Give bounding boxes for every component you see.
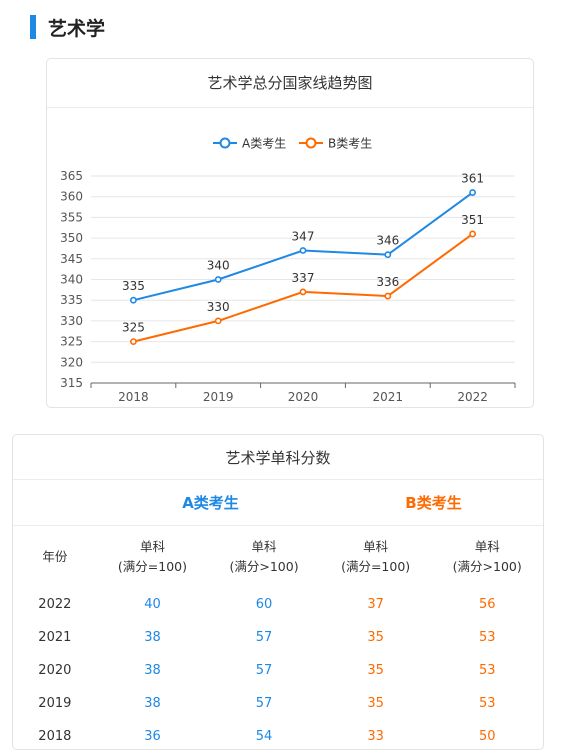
column-header: 单科 (满分>100) xyxy=(431,537,543,577)
table-title: 艺术学单科分数 xyxy=(13,435,543,480)
y-tick-label: 315 xyxy=(60,376,83,390)
group-a-label: A类考生 xyxy=(182,494,239,512)
score-cell: 38 xyxy=(144,663,161,678)
score-cell: 57 xyxy=(255,663,273,678)
column-header: 单科 (满分=100) xyxy=(320,537,432,577)
data-label: 346 xyxy=(376,234,399,248)
year-cell: 2022 xyxy=(38,597,72,612)
score-cell: 60 xyxy=(255,597,273,612)
year-cell: 2020 xyxy=(38,663,72,678)
table-row: 2019 38 57 35 53 xyxy=(13,687,543,720)
data-point xyxy=(469,230,476,238)
score-cell: 54 xyxy=(255,729,273,744)
column-header-line1: 年份 xyxy=(42,549,68,564)
data-label: 351 xyxy=(461,213,484,227)
column-header-line2: (满分=100) xyxy=(341,559,411,574)
year-cell: 2021 xyxy=(38,630,72,645)
section-accent-bar xyxy=(30,15,36,39)
group-header-row: A类考生 B类考生 xyxy=(13,480,543,526)
y-tick-label: 365 xyxy=(60,169,83,183)
y-tick-label: 320 xyxy=(60,355,83,369)
y-tick-label: 340 xyxy=(60,273,83,287)
line-chart: 315 320 325 330 335 340 345 350 355 360 365 2018 201… xyxy=(60,137,516,404)
table-row: 2020 38 57 35 53 xyxy=(13,654,543,687)
data-point xyxy=(469,189,476,196)
chart-card: 艺术学总分国家线趋势图 315 320 325 330 335 340 345 350 355 3… xyxy=(46,58,534,408)
legend-marker xyxy=(219,137,231,149)
year-cell: 2019 xyxy=(38,696,72,711)
column-header: 单科 (满分>100) xyxy=(208,537,320,577)
legend-label: B类考生 xyxy=(328,137,372,151)
score-cell: 53 xyxy=(478,696,496,711)
column-header-line1: 单科 xyxy=(474,539,500,554)
column-header: 年份 xyxy=(13,547,97,567)
year-cell: 2018 xyxy=(38,729,72,744)
score-cell: 37 xyxy=(367,597,384,612)
column-header-line2: (满分=100) xyxy=(117,559,188,574)
score-cell: 38 xyxy=(144,630,161,645)
x-tick-label: 2020 xyxy=(288,390,319,404)
y-tick-label: 335 xyxy=(60,293,83,307)
y-tick-label: 345 xyxy=(60,252,83,266)
data-point xyxy=(384,292,392,300)
y-tick-label: 330 xyxy=(60,314,83,328)
data-point xyxy=(130,296,137,304)
legend-label: A类考生 xyxy=(242,137,286,151)
score-table-card: 艺术学单科分数 A类考生 B类考生 年份 单科 (满分=100) 单科 (满分>… xyxy=(12,434,544,750)
score-cell: 40 xyxy=(144,597,161,612)
score-cell: 36 xyxy=(144,729,161,744)
column-header-line2: (满分>100) xyxy=(229,559,299,574)
data-point xyxy=(130,338,137,345)
data-point xyxy=(299,288,307,296)
data-label: 337 xyxy=(292,271,315,285)
score-cell: 57 xyxy=(255,696,273,711)
column-header-row: 年份 单科 (满分=100) 单科 (满分>100) 单科 (满分=100) 单… xyxy=(13,526,543,588)
score-cell: 38 xyxy=(144,696,161,711)
score-cell: 35 xyxy=(367,630,384,645)
score-cell: 35 xyxy=(367,696,384,711)
data-label: 325 xyxy=(122,321,145,335)
x-tick-label: 2022 xyxy=(457,390,488,404)
table-row: 2022 40 60 37 56 xyxy=(13,588,543,621)
group-b-label: B类考生 xyxy=(405,494,462,512)
x-tick-label: 2021 xyxy=(373,390,404,404)
y-tick-label: 355 xyxy=(60,210,83,224)
x-tick-label: 2018 xyxy=(118,390,149,404)
column-header-line1: 单科 xyxy=(139,539,165,554)
data-label: 347 xyxy=(292,230,315,244)
data-point xyxy=(214,276,222,283)
data-label: 335 xyxy=(122,279,145,293)
y-tick-label: 350 xyxy=(60,231,83,245)
score-cell: 56 xyxy=(478,597,496,612)
column-header: 单科 (满分=100) xyxy=(97,537,209,577)
data-label: 336 xyxy=(376,275,399,289)
section-header: 艺术学 xyxy=(30,14,105,40)
data-label: 361 xyxy=(461,172,484,186)
score-cell: 50 xyxy=(478,729,496,744)
score-cell: 53 xyxy=(478,663,496,678)
column-header-line2: (满分>100) xyxy=(452,559,522,574)
score-cell: 53 xyxy=(478,630,496,645)
data-label: 340 xyxy=(207,259,230,273)
section-title: 艺术学 xyxy=(48,17,106,40)
column-header-line1: 单科 xyxy=(251,539,277,554)
y-tick-label: 360 xyxy=(60,190,83,204)
data-point xyxy=(299,247,307,254)
data-point xyxy=(384,251,392,259)
score-cell: 35 xyxy=(367,663,384,678)
data-label: 330 xyxy=(207,300,230,314)
data-point xyxy=(214,317,222,325)
legend-marker xyxy=(305,137,317,149)
score-cell: 33 xyxy=(367,729,384,744)
table-row: 2021 38 57 35 53 xyxy=(13,621,543,654)
chart-title: 艺术学总分国家线趋势图 xyxy=(47,59,533,108)
y-tick-label: 325 xyxy=(60,335,83,349)
score-cell: 57 xyxy=(255,630,273,645)
table-row: 2018 36 54 33 50 xyxy=(13,720,543,753)
column-header-line1: 单科 xyxy=(363,539,389,554)
x-tick-label: 2019 xyxy=(203,390,234,404)
